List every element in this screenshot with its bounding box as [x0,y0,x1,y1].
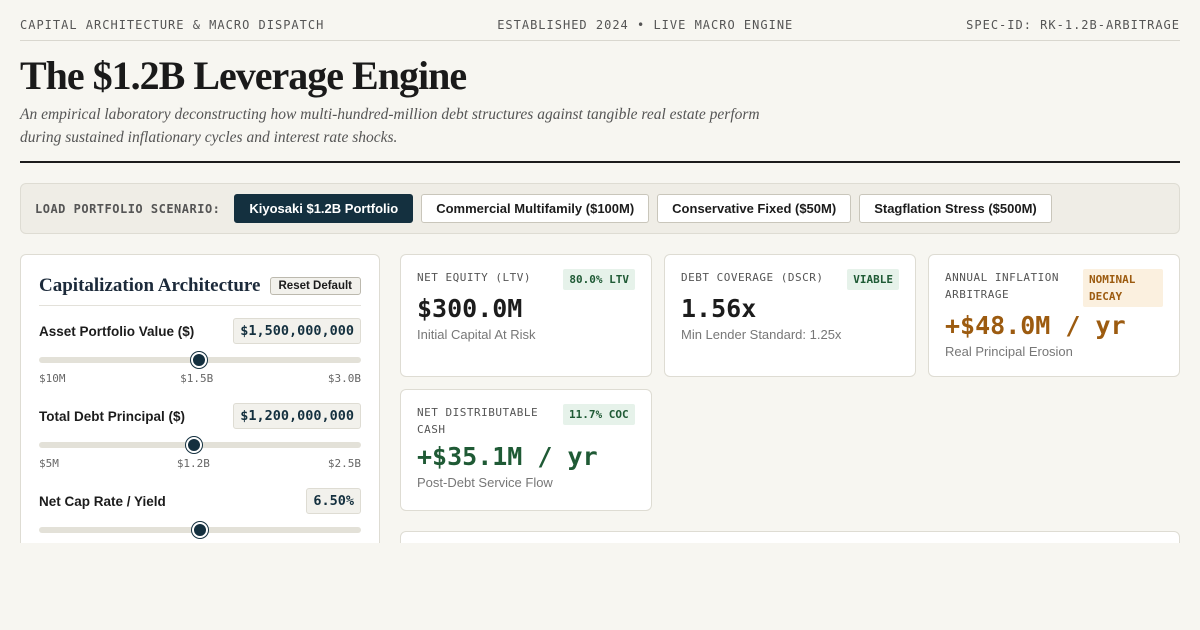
header-left: CAPITAL ARCHITECTURE & MACRO DISPATCH [20,18,325,32]
net-cash-value: +$35.1M / yr [417,442,598,471]
top-bar: CAPITAL ARCHITECTURE & MACRO DISPATCH ES… [20,17,1180,41]
title-divider [20,161,1180,163]
coc-badge: 11.7% COC [563,404,635,425]
capitalization-panel: Capitalization Architecture Reset Defaul… [20,254,380,554]
net-equity-label: NET EQUITY (LTV) [417,271,531,284]
debt-principal-field: Total Debt Principal ($) $1,200,000,000 … [39,391,361,476]
scenario-conservative-button[interactable]: Conservative Fixed ($50M) [657,194,852,223]
debt-principal-slider[interactable] [39,437,361,453]
asset-value-slider-thumb[interactable] [191,352,208,368]
scenario-stagflation-button[interactable]: Stagflation Stress ($500M) [859,194,1052,223]
page-title: The $1.2B Leverage Engine [20,53,467,98]
scenario-kiyosaki-button[interactable]: Kiyosaki $1.2B Portfolio [234,194,414,223]
asset-value-label: Asset Portfolio Value ($) [39,323,195,339]
nominal-decay-badge: NOMINAL DECAY [1083,269,1163,307]
net-cash-card: NET DISTRIBUTABLE CASH 11.7% COC +$35.1M… [400,389,652,511]
debt-principal-mid: $1.2B [176,457,210,470]
viewport-cutoff [0,543,1200,630]
dscr-sub: Min Lender Standard: 1.25x [681,327,842,342]
inflation-arbitrage-card: ANNUAL INFLATION ARBITRAGE NOMINAL DECAY… [928,254,1180,377]
panel-title: Capitalization Architecture [39,275,261,296]
scenario-label: LOAD PORTFOLIO SCENARIO: [35,201,221,216]
debt-coverage-card: DEBT COVERAGE (DSCR) VIABLE 1.56x Min Le… [664,254,916,377]
net-equity-value: $300.0M [417,294,523,323]
debt-coverage-label: DEBT COVERAGE (DSCR) [681,271,824,284]
asset-value-ticks: $10M $1.5B $3.0B [39,372,361,385]
net-cash-label: NET DISTRIBUTABLE CASH [417,406,539,436]
net-equity-sub: Initial Capital At Risk [417,327,536,342]
page-subtitle: An empirical laboratory deconstructing h… [20,106,760,146]
debt-principal-max: $2.5B [327,457,361,470]
viable-badge: VIABLE [847,269,899,290]
debt-principal-label: Total Debt Principal ($) [39,408,186,424]
dscr-value: 1.56x [681,294,757,323]
asset-value-max: $3.0B [327,372,361,385]
asset-value-mid: $1.5B [180,372,214,385]
inflation-arbitrage-label: ANNUAL INFLATION ARBITRAGE [945,271,1059,301]
header-center: ESTABLISHED 2024 • LIVE MACRO ENGINE [497,18,794,32]
reset-default-button[interactable]: Reset Default [269,277,361,295]
debt-principal-min: $5M [39,457,59,470]
scenario-multifamily-button[interactable]: Commercial Multifamily ($100M) [421,194,650,223]
header-right: SPEC-ID: RK-1.2B-ARBITRAGE [966,18,1180,32]
cap-rate-slider[interactable] [39,522,361,538]
cap-rate-readout: 6.50% [306,488,361,514]
debt-principal-readout: $1,200,000,000 [233,403,361,429]
cap-rate-slider-thumb[interactable] [192,522,208,538]
asset-value-slider[interactable] [39,352,361,368]
debt-principal-slider-thumb[interactable] [185,437,202,453]
asset-value-min: $10M [39,372,66,385]
net-cash-sub: Post-Debt Service Flow [417,475,553,490]
net-equity-card: NET EQUITY (LTV) 80.0% LTV $300.0M Initi… [400,254,652,377]
asset-value-readout: $1,500,000,000 [233,318,361,344]
asset-value-field: Asset Portfolio Value ($) $1,500,000,000… [39,306,361,391]
cap-rate-field: Net Cap Rate / Yield 6.50% [39,476,361,561]
inflation-arbitrage-value: +$48.0M / yr [945,311,1126,340]
scenario-bar: LOAD PORTFOLIO SCENARIO: Kiyosaki $1.2B … [20,183,1180,234]
inflation-arbitrage-sub: Real Principal Erosion [945,344,1073,359]
debt-principal-ticks: $5M $1.2B $2.5B [39,457,361,470]
cap-rate-label: Net Cap Rate / Yield [39,493,166,509]
ltv-badge: 80.0% LTV [563,269,635,290]
